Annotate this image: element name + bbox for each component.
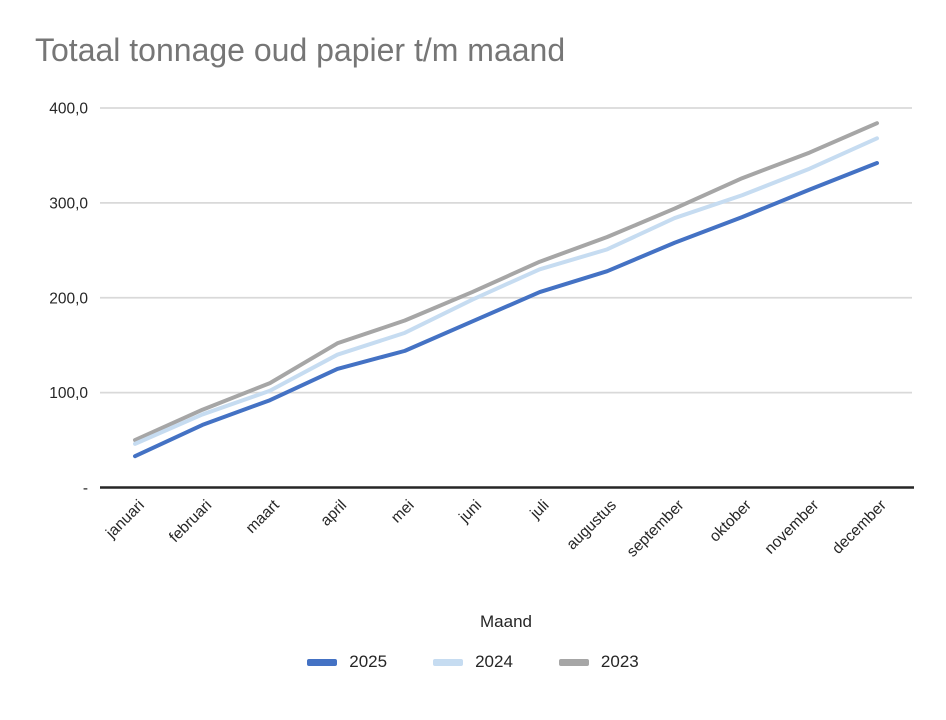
x-tick-label-augustus: augustus: [563, 497, 620, 554]
legend-item-2024[interactable]: 2024: [433, 652, 513, 672]
y-tick-label: 400,0: [49, 101, 88, 118]
x-tick-label-september: september: [624, 497, 688, 561]
y-tick-label: -: [83, 480, 88, 497]
legend-swatch-2025: [307, 658, 338, 666]
legend-swatch-2024: [433, 658, 464, 666]
series-line-2025[interactable]: [133, 161, 879, 459]
line-chart: - 100,0 200,0 300,0 400,0 januari februari maar…: [49, 101, 914, 561]
legend-item-2025[interactable]: 2025: [307, 652, 387, 672]
y-tick-label: 300,0: [49, 195, 88, 212]
x-tick-label-februari: februari: [166, 497, 215, 546]
x-tick-label-juli: juli: [526, 497, 552, 523]
legend-swatch-2023: [558, 658, 589, 666]
y-tick-label: 100,0: [49, 385, 88, 402]
series-line-2024[interactable]: [133, 136, 879, 446]
y-tick-label: 200,0: [49, 290, 88, 307]
x-tick-label-december: december: [829, 497, 890, 558]
legend-item-2023[interactable]: 2023: [558, 652, 639, 672]
series-line-2023[interactable]: [133, 121, 879, 443]
legend: 2025 2024 2023: [0, 652, 946, 672]
x-tick-label-november: november: [762, 497, 823, 558]
legend-label: 2024: [475, 652, 513, 671]
x-tick-label-april: april: [317, 497, 350, 530]
x-axis-title: Maand: [480, 612, 532, 631]
x-tick-label-maart: maart: [243, 496, 284, 537]
x-tick-label-mei: mei: [388, 497, 418, 527]
x-tick-label-oktober: oktober: [706, 497, 755, 546]
x-tick-label-juni: juni: [455, 497, 485, 527]
chart-title: Totaal tonnage oud papier t/m maand: [35, 32, 566, 68]
legend-label: 2023: [600, 652, 639, 671]
x-tick-label-januari: januari: [102, 497, 148, 543]
legend-label: 2025: [349, 652, 388, 671]
